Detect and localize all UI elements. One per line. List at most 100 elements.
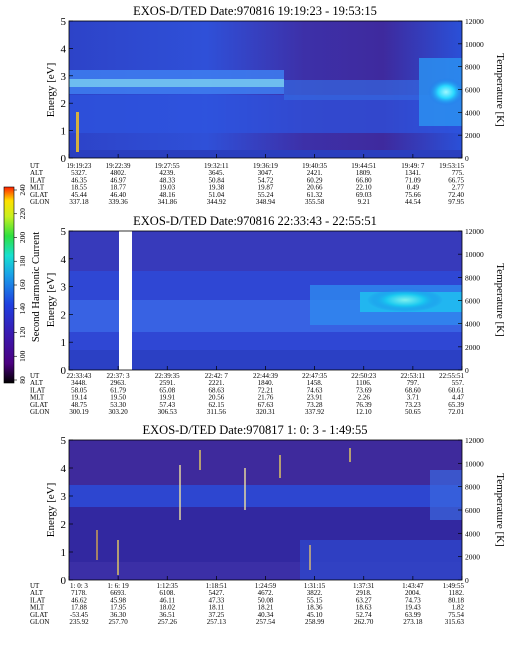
table-row-label: UT <box>30 372 40 380</box>
panel-2-y2label: Temperature [K] <box>494 263 505 336</box>
table-row-label: MLT <box>30 184 45 192</box>
panel-2-ylabel: Energy [eV] <box>45 273 57 327</box>
y2-tick-label: 2000 <box>465 553 480 562</box>
panel-1-right-band <box>284 80 419 100</box>
panel-1-title: EXOS-D/TED Date:970816 19:19:23 - 19:53:… <box>133 4 377 18</box>
table-cell: 72.21 <box>258 386 274 394</box>
table-cell: 76.39 <box>356 401 372 409</box>
y2-tick-label: 8000 <box>465 273 480 282</box>
table-cell: 20.66 <box>307 184 323 192</box>
table-cell: 348.94 <box>256 198 276 206</box>
panel-1-axes: 0 1 2 3 4 5 0 2000 4000 6000 8000 10000 12000 <box>61 16 485 165</box>
table-cell: 22:39:35 <box>155 372 180 380</box>
table-cell: 46.40 <box>110 191 126 199</box>
y-tick-label: 2 <box>61 519 67 531</box>
panel-3-ylabel: Energy [eV] <box>45 483 57 537</box>
table-row-label: GLAT <box>30 191 49 199</box>
table-cell: 22:47:35 <box>302 372 327 380</box>
table-cell: 66.80 <box>356 176 372 184</box>
y-tick-label: 2 <box>61 309 67 321</box>
table-cell: 235.92 <box>69 618 89 626</box>
table-cell: 18.77 <box>110 184 126 192</box>
y-tick-label: 0 <box>61 365 67 377</box>
panel-3-spikes <box>96 448 351 575</box>
table-cell: 1106. <box>356 379 372 387</box>
table-cell: 18.36 <box>307 604 323 612</box>
table-cell: 67.63 <box>258 401 274 409</box>
table-cell: 19:36:19 <box>253 162 278 170</box>
table-cell: 1:49:55 <box>443 582 465 590</box>
table-cell: 68.63 <box>209 386 225 394</box>
table-row-label: ILAT <box>30 386 46 394</box>
table-cell: 45.44 <box>71 191 87 199</box>
table-cell: 262.70 <box>354 618 374 626</box>
table-cell: 40.34 <box>258 611 274 619</box>
panel-3-right-edge <box>430 470 462 520</box>
panel-1-y2label: Temperature [K] <box>494 53 505 126</box>
colorbar-tick-label: 120 <box>18 327 27 339</box>
table-cell: 58.05 <box>71 386 87 394</box>
table-cell: 320.31 <box>256 408 276 416</box>
table-cell: 19:22:39 <box>106 162 131 170</box>
y2-tick-label: 12000 <box>465 436 484 445</box>
table-cell: 18.21 <box>258 604 274 612</box>
y2-tick-label: 2000 <box>465 343 480 352</box>
table-cell: 51.04 <box>209 191 225 199</box>
table-cell: 2004. <box>405 589 421 597</box>
table-cell: 12.10 <box>356 408 372 416</box>
table-cell: 1341. <box>405 169 421 177</box>
table-cell: 60.29 <box>307 176 323 184</box>
table-cell: -53.45 <box>70 611 89 619</box>
table-row-label: ALT <box>30 589 44 597</box>
table-cell: 19.03 <box>159 184 175 192</box>
table-row-label: ILAT <box>30 176 46 184</box>
table-cell: 21.76 <box>258 394 274 402</box>
y-tick-label: 5 <box>61 226 67 238</box>
table-cell: 97.95 <box>448 198 464 206</box>
table-cell: 557. <box>452 379 465 387</box>
y-tick-label: 5 <box>61 435 67 447</box>
panel-2-hotspot <box>367 288 443 312</box>
table-cell: 1458. <box>307 379 323 387</box>
table-cell: 18.02 <box>159 604 175 612</box>
table-cell: 19:40:35 <box>302 162 327 170</box>
table-cell: 19.43 <box>405 604 421 612</box>
table-cell: 74.73 <box>405 596 421 604</box>
y2-tick-label: 0 <box>465 576 469 585</box>
table-cell: 1840. <box>258 379 274 387</box>
table-cell: 63.27 <box>356 596 372 604</box>
table-cell: 311.56 <box>207 408 226 416</box>
table-row-label: GLAT <box>30 611 49 619</box>
table-cell: 3047. <box>258 169 274 177</box>
table-cell: 50.84 <box>209 176 225 184</box>
table-row-label: UT <box>30 162 40 170</box>
table-cell: 303.20 <box>109 408 129 416</box>
y2-tick-label: 0 <box>465 366 469 375</box>
table-cell: 69.03 <box>356 191 372 199</box>
colorbar-ticks: 80 100 120 140 160 180 200 220 240 <box>14 184 27 384</box>
table-cell: 258.99 <box>305 618 325 626</box>
table-cell: 75.66 <box>405 191 421 199</box>
table-cell: 273.18 <box>403 618 423 626</box>
table-cell: 4802. <box>110 169 126 177</box>
table-cell: 355.58 <box>305 198 325 206</box>
y-tick-label: 3 <box>61 491 67 503</box>
y2-tick-label: 0 <box>465 154 469 163</box>
table-cell: 73.28 <box>307 401 323 409</box>
table-cell: 74.63 <box>307 386 323 394</box>
table-cell: 797. <box>407 379 420 387</box>
y2-tick-label: 12000 <box>465 227 484 236</box>
panel-3: EXOS-D/TED Date:970817 1: 0: 3 - 1:49:55… <box>30 423 505 626</box>
table-cell: 61.32 <box>307 191 323 199</box>
y2-tick-label: 8000 <box>465 63 480 72</box>
table-cell: 53.30 <box>110 401 126 409</box>
table-cell: 48.33 <box>159 176 175 184</box>
table-cell: 22:53:11 <box>401 372 426 380</box>
colorbar-tick-label: 80 <box>18 376 27 384</box>
y-tick-label: 4 <box>61 463 67 475</box>
table-row-label: MLT <box>30 604 45 612</box>
table-cell: 36.51 <box>159 611 175 619</box>
table-cell: 73.69 <box>356 386 372 394</box>
table-cell: 61.79 <box>110 386 126 394</box>
y2-tick-label: 2000 <box>465 131 480 140</box>
